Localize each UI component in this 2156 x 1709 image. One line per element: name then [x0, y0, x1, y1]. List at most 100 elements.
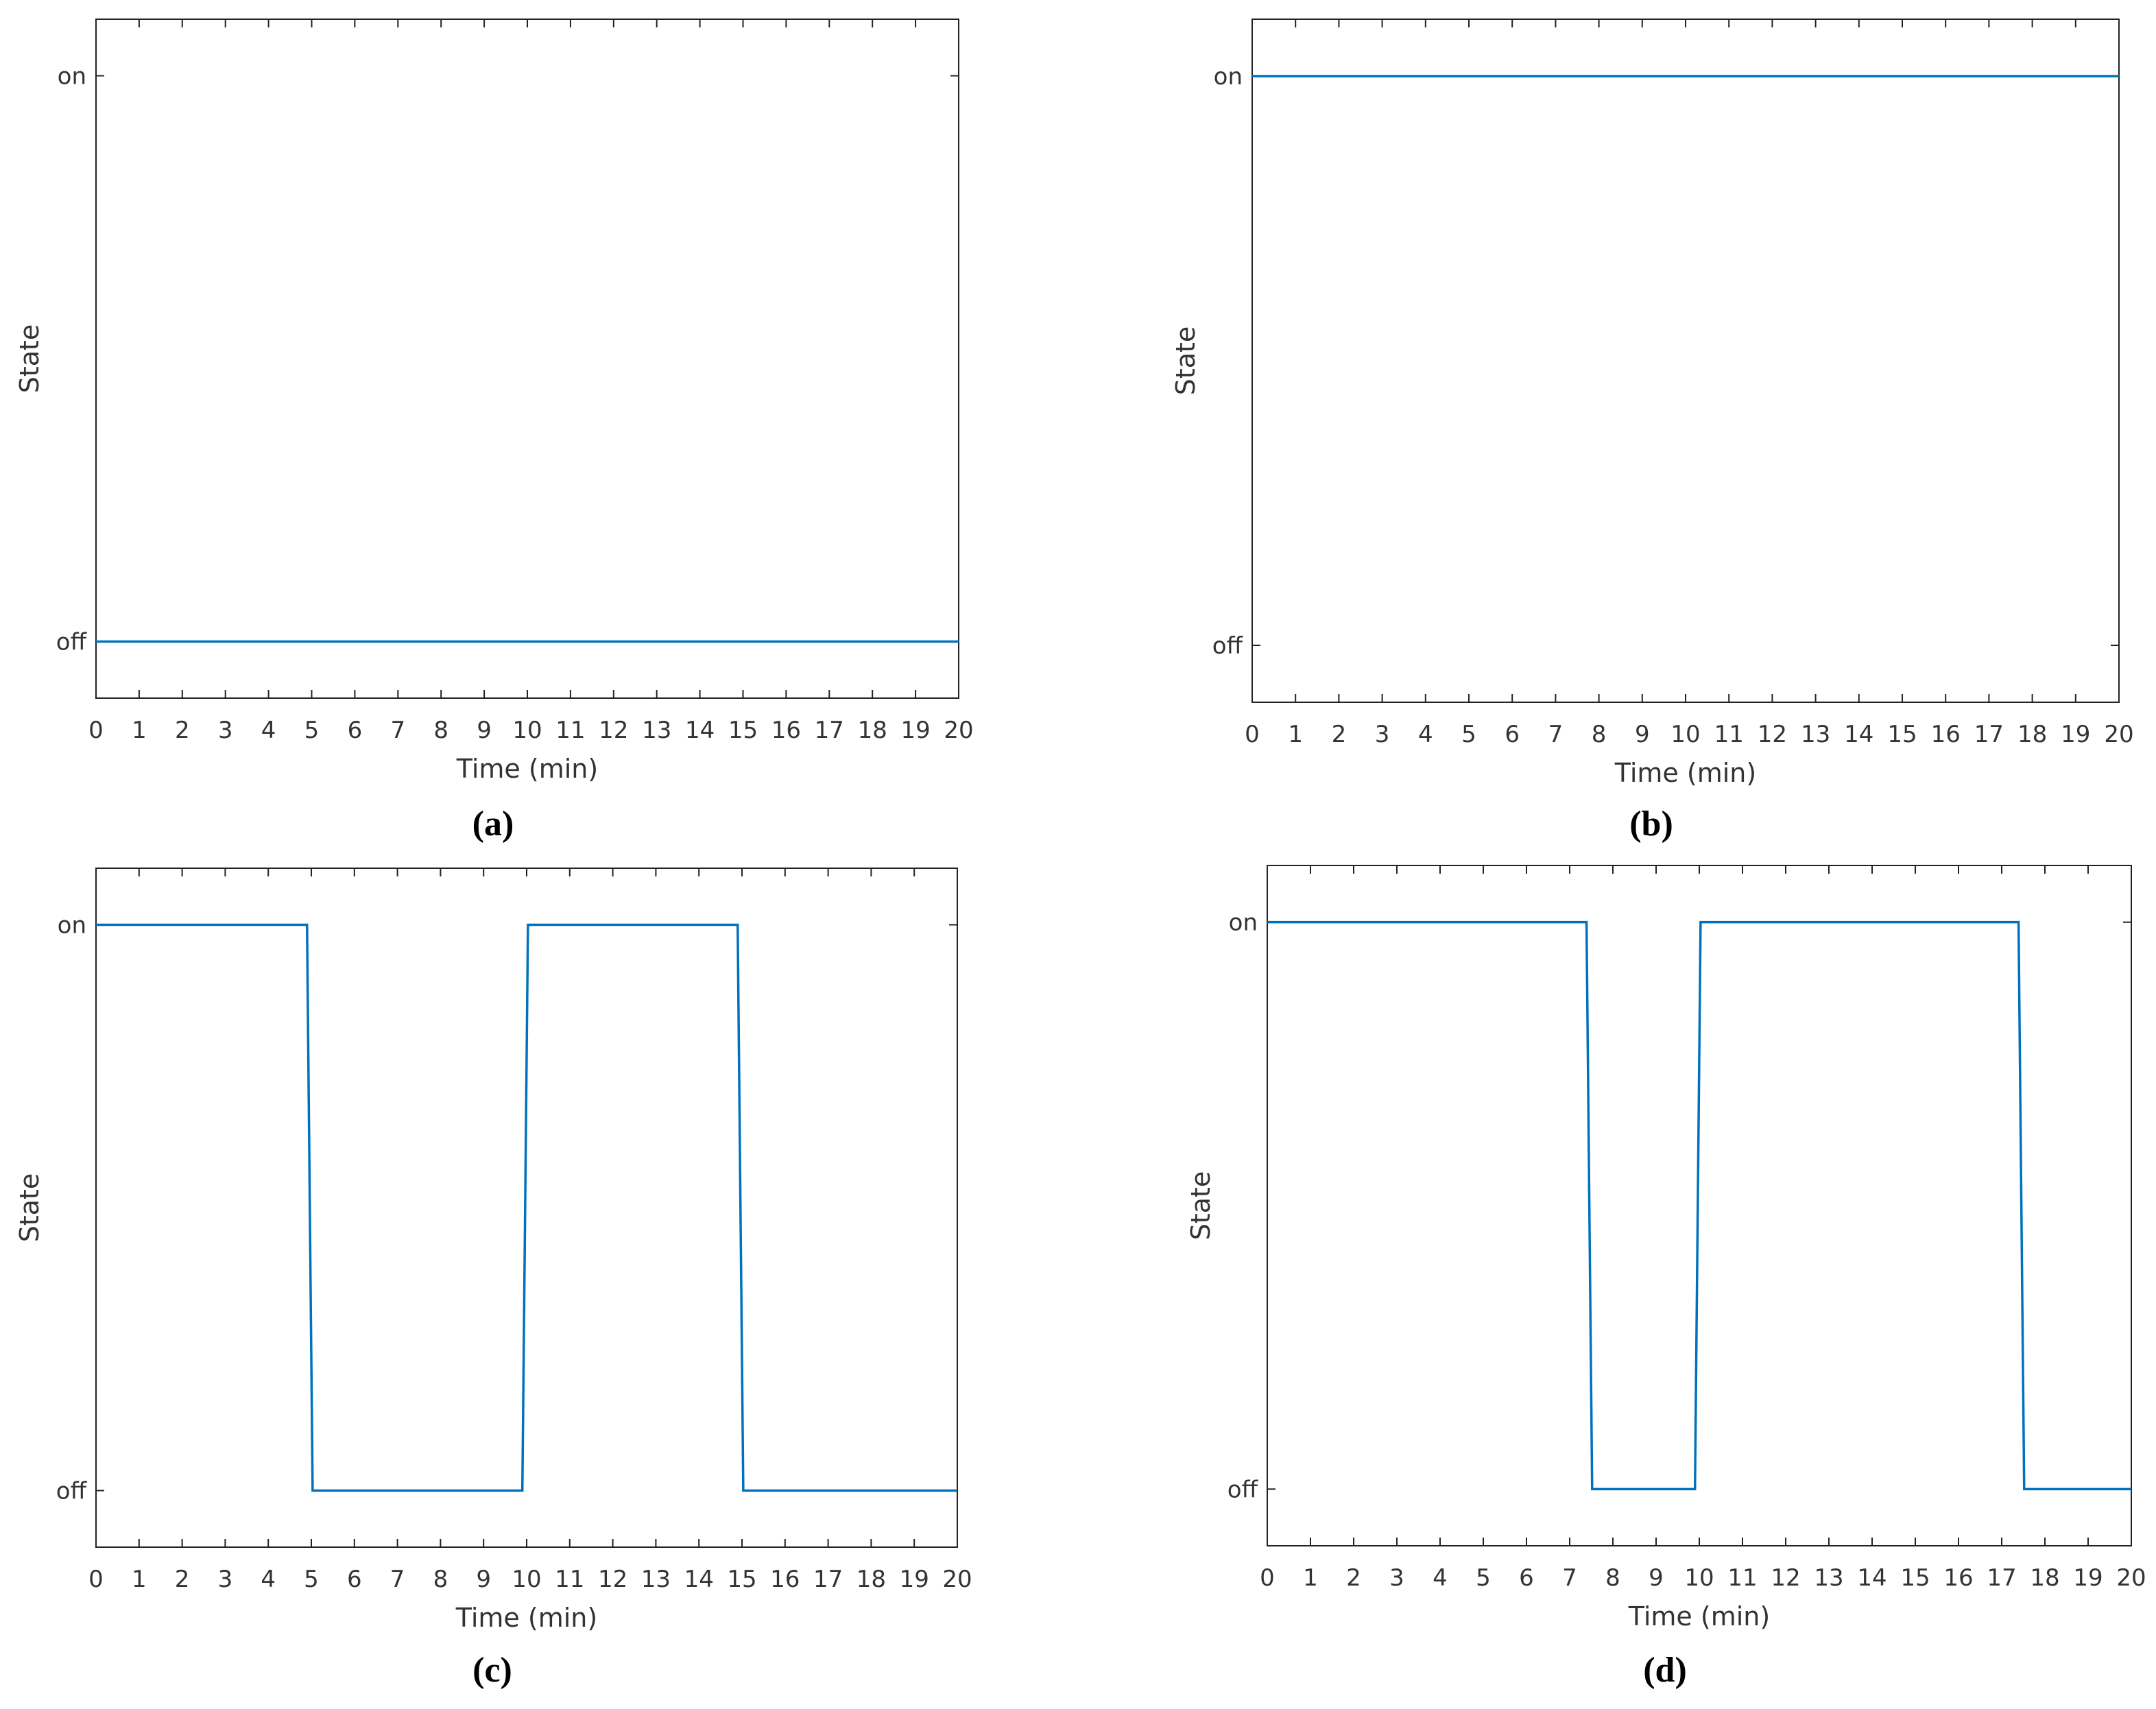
y-tick-label: on: [58, 912, 86, 940]
y-tick-label: on: [1214, 63, 1243, 91]
x-tick-label: 1: [1288, 721, 1303, 748]
x-tick-label: 6: [1505, 721, 1520, 748]
subplot: 0 1 2 3 4 5 6 7 8 9 10 11 12 13 14 15 16 17 18 19 20offonTim…: [1171, 19, 2134, 844]
x-tick-label: 2: [1346, 1564, 1361, 1592]
y-tick-label: off: [1212, 632, 1244, 660]
x-axis-label: Time (min): [456, 754, 598, 784]
x-tick-label: 16: [771, 717, 801, 744]
x-tick-label: 4: [261, 1566, 276, 1593]
x-tick-label: 18: [2017, 721, 2047, 748]
x-tick-label: 20: [2104, 721, 2133, 748]
x-tick-label: 5: [1476, 1564, 1491, 1592]
subplot: 0 1 2 3 4 5 6 7 8 9 10 11 12 13 14 15 16 17 18 19 20offonTim…: [1186, 865, 2146, 1690]
x-tick-label: 5: [1461, 721, 1476, 748]
x-tick-label: 8: [1605, 1564, 1620, 1592]
x-tick-label: 15: [728, 717, 758, 744]
y-tick-label: on: [58, 63, 86, 91]
x-tick-label: 10: [1684, 1564, 1714, 1592]
x-tick-label: 9: [476, 1566, 491, 1593]
x-tick-label: 13: [1814, 1564, 1843, 1592]
y-axis-label: State: [14, 1173, 45, 1243]
panel-caption: (b): [1629, 804, 1673, 844]
line: [1267, 920, 2131, 1491]
x-tick-label: 15: [1900, 1564, 1930, 1592]
x-tick-label: 4: [1418, 721, 1433, 748]
x-tick-label: 11: [1727, 1564, 1757, 1592]
x-tick-label: 3: [218, 1566, 233, 1593]
x-tick-label: 11: [555, 717, 585, 744]
x-tick-label: 13: [642, 717, 671, 744]
x-tick-label: 8: [1592, 721, 1607, 748]
x-tick-label: 13: [641, 1566, 671, 1593]
panel-caption: (d): [1643, 1651, 1687, 1690]
x-tick-label: 6: [1519, 1564, 1534, 1592]
x-tick-label: 5: [304, 717, 320, 744]
x-tick-label: 18: [2030, 1564, 2059, 1592]
x-tick-label: 19: [2073, 1564, 2103, 1592]
x-tick-label: 9: [1649, 1564, 1664, 1592]
x-tick-label: 14: [684, 1566, 714, 1593]
x-tick-label: 14: [1844, 721, 1873, 748]
x-tick-label: 19: [2061, 721, 2090, 748]
x-tick-label: 4: [261, 717, 276, 744]
x-tick-label: 17: [815, 717, 844, 744]
x-tick-label: 7: [390, 1566, 405, 1593]
x-tick-label: 12: [599, 717, 628, 744]
x-tick-label: 18: [857, 1566, 886, 1593]
x-tick-label: 17: [1974, 721, 2004, 748]
x-tick-label: 19: [900, 1566, 929, 1593]
x-tick-label: 20: [942, 1566, 972, 1593]
x-tick-label: 2: [1332, 721, 1347, 748]
x-tick-label: 3: [218, 717, 233, 744]
x-tick-label: 6: [348, 717, 363, 744]
x-tick-label: 0: [88, 717, 104, 744]
x-tick-label: 3: [1375, 721, 1390, 748]
y-tick-label: off: [1227, 1476, 1259, 1503]
x-tick-label: 6: [347, 1566, 362, 1593]
x-axis-label: Time (min): [455, 1603, 597, 1633]
x-tick-label: 1: [1303, 1564, 1318, 1592]
subplot: 0 1 2 3 4 5 6 7 8 9 10 11 12 13 14 15 16 17 18 19 20offonTim…: [14, 868, 972, 1690]
y-tick-label: off: [56, 629, 88, 656]
x-tick-label: 16: [1931, 721, 1961, 748]
x-tick-label: 16: [1943, 1564, 1973, 1592]
panel-caption: (a): [472, 804, 514, 844]
x-tick-label: 2: [175, 1566, 190, 1593]
plot-frame: [95, 19, 959, 699]
x-tick-label: 1: [132, 1566, 147, 1593]
y-axis-label: State: [1171, 326, 1201, 396]
x-tick-label: 0: [88, 1566, 104, 1593]
plot-frame: [1251, 19, 2120, 703]
x-tick-label: 12: [1758, 721, 1787, 748]
x-tick-label: 0: [1245, 721, 1260, 748]
panel-caption: (c): [472, 1651, 512, 1690]
x-tick-label: 2: [175, 717, 190, 744]
x-tick-label: 14: [1857, 1564, 1887, 1592]
x-tick-label: 8: [433, 1566, 448, 1593]
x-tick-label: 10: [512, 1566, 541, 1593]
x-tick-label: 7: [1562, 1564, 1577, 1592]
x-tick-label: 3: [1389, 1564, 1404, 1592]
y-axis-label: State: [1186, 1171, 1216, 1241]
x-tick-label: 1: [132, 717, 147, 744]
x-tick-label: 5: [304, 1566, 319, 1593]
x-tick-label: 0: [1260, 1564, 1275, 1592]
x-tick-label: 8: [433, 717, 448, 744]
x-tick-label: 18: [858, 717, 887, 744]
x-tick-label: 7: [1548, 721, 1564, 748]
x-tick-label: 14: [685, 717, 715, 744]
x-tick-label: 11: [555, 1566, 584, 1593]
x-tick-label: 15: [1887, 721, 1917, 748]
x-axis-label: Time (min): [1614, 758, 1756, 788]
x-tick-label: 9: [1635, 721, 1650, 748]
x-tick-label: 10: [512, 717, 542, 744]
x-tick-label: 19: [900, 717, 930, 744]
x-tick-label: 9: [477, 717, 492, 744]
x-axis-label: Time (min): [1628, 1601, 1770, 1632]
x-tick-label: 11: [1714, 721, 1744, 748]
x-tick-label: 12: [598, 1566, 627, 1593]
y-tick-label: off: [56, 1478, 88, 1505]
subplot: 0 1 2 3 4 5 6 7 8 9 10 11 12 13 14 15 16 17 18 19 20offonTim…: [14, 19, 974, 844]
x-tick-label: 16: [770, 1566, 800, 1593]
